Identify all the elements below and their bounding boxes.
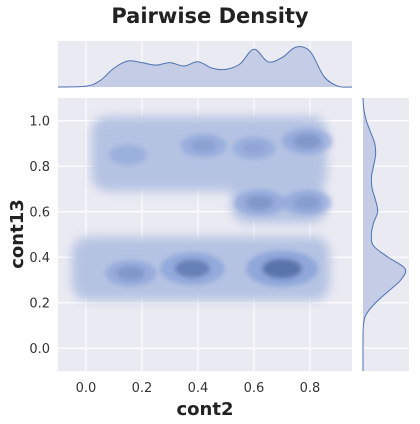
top-marginal-density-fill bbox=[58, 46, 352, 88]
top-marginal-density-line bbox=[57, 46, 353, 88]
x-tick-label: 0.4 bbox=[188, 381, 209, 396]
density-mode bbox=[108, 144, 148, 166]
joint-panel bbox=[58, 98, 352, 371]
y-tick-label: 1.0 bbox=[29, 114, 50, 129]
right-marginal-panel bbox=[362, 97, 409, 372]
density-mode-core bbox=[262, 258, 302, 279]
x-tick-label: 0.6 bbox=[244, 381, 265, 396]
right-marginal-density-line bbox=[362, 97, 407, 372]
y-tick-labels: 0.0 0.2 0.4 0.6 0.8 1.0 bbox=[29, 114, 50, 357]
density-mode-core bbox=[293, 195, 321, 210]
y-tick-label: 0.8 bbox=[29, 160, 50, 175]
x-tick-label: 0.8 bbox=[300, 381, 321, 396]
density-mode-core bbox=[117, 149, 138, 160]
density-mode-core bbox=[174, 259, 211, 278]
y-tick-label: 0.4 bbox=[29, 251, 50, 266]
y-axis-label: cont13 bbox=[7, 199, 28, 269]
x-tick-label: 0.0 bbox=[76, 381, 97, 396]
top-marginal-panel bbox=[57, 41, 353, 88]
density-modes bbox=[105, 128, 333, 287]
x-axis-label: cont2 bbox=[177, 399, 234, 420]
density-mode-core bbox=[116, 265, 145, 281]
right-marginal-density-fill bbox=[362, 98, 406, 371]
x-tick-labels: 0.0 0.2 0.4 0.6 0.8 bbox=[76, 381, 321, 396]
density-mode-core bbox=[293, 133, 322, 149]
density-mode-core bbox=[190, 139, 217, 153]
y-tick-label: 0.0 bbox=[29, 342, 50, 357]
y-tick-label: 0.2 bbox=[29, 296, 50, 311]
density-mode-core bbox=[242, 141, 266, 155]
chart-title: Pairwise Density bbox=[111, 4, 309, 28]
density-mode-core bbox=[245, 195, 274, 210]
y-tick-label: 0.6 bbox=[29, 205, 50, 220]
x-tick-label: 0.2 bbox=[132, 381, 153, 396]
